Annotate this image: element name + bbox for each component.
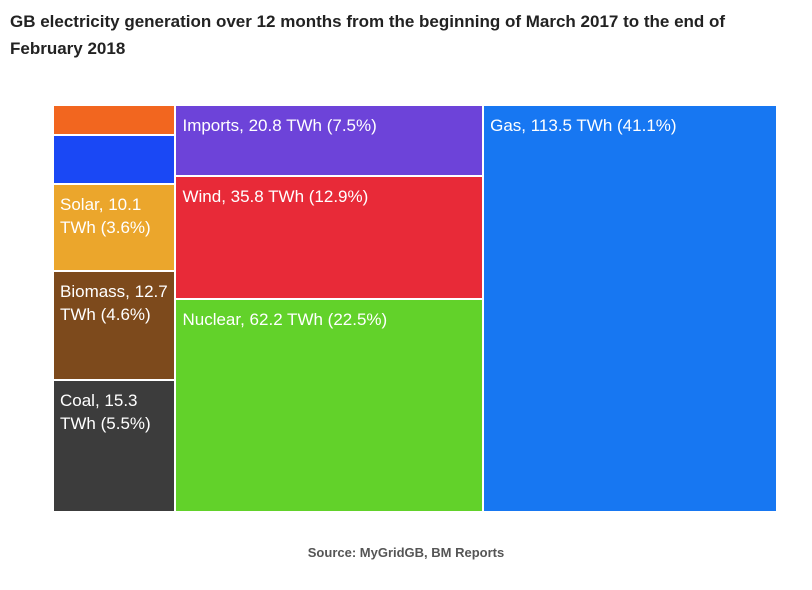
treemap-label-biomass: Biomass, 12.7 TWh (4.6%) xyxy=(60,282,168,325)
treemap-tile-wind: Wind, 35.8 TWh (12.9%) xyxy=(175,176,484,299)
chart-title: GB electricity generation over 12 months… xyxy=(10,12,726,58)
treemap-tile-other-blue xyxy=(53,135,176,185)
treemap-tile-imports: Imports, 20.8 TWh (7.5%) xyxy=(175,105,484,177)
treemap-label-coal: Coal, 15.3 TWh (5.5%) xyxy=(60,391,151,434)
treemap-tile-biomass: Biomass, 12.7 TWh (4.6%) xyxy=(53,271,176,381)
treemap-label-nuclear: Nuclear, 62.2 TWh (22.5%) xyxy=(182,309,388,329)
treemap-label-solar: Solar, 10.1 TWh (3.6%) xyxy=(60,195,151,238)
treemap-tile-nuclear: Nuclear, 62.2 TWh (22.5%) xyxy=(175,298,484,512)
treemap-label-gas: Gas, 113.5 TWh (41.1%) xyxy=(490,116,677,135)
treemap-tile-solar: Solar, 10.1 TWh (3.6%) xyxy=(53,184,176,272)
treemap: Solar, 10.1 TWh (3.6%) Biomass, 12.7 TWh … xyxy=(53,105,777,512)
treemap-label-imports: Imports, 20.8 TWh (7.5%) xyxy=(182,116,377,135)
treemap-tile-coal: Coal, 15.3 TWh (5.5%) xyxy=(53,380,176,512)
treemap-label-wind: Wind, 35.8 TWh (12.9%) xyxy=(182,187,369,207)
treemap-tile-gas: Gas, 113.5 TWh (41.1%) xyxy=(483,105,777,512)
chart-source: Source: MyGridGB, BM Reports xyxy=(307,545,505,560)
treemap-tile-other-orange xyxy=(53,105,176,136)
